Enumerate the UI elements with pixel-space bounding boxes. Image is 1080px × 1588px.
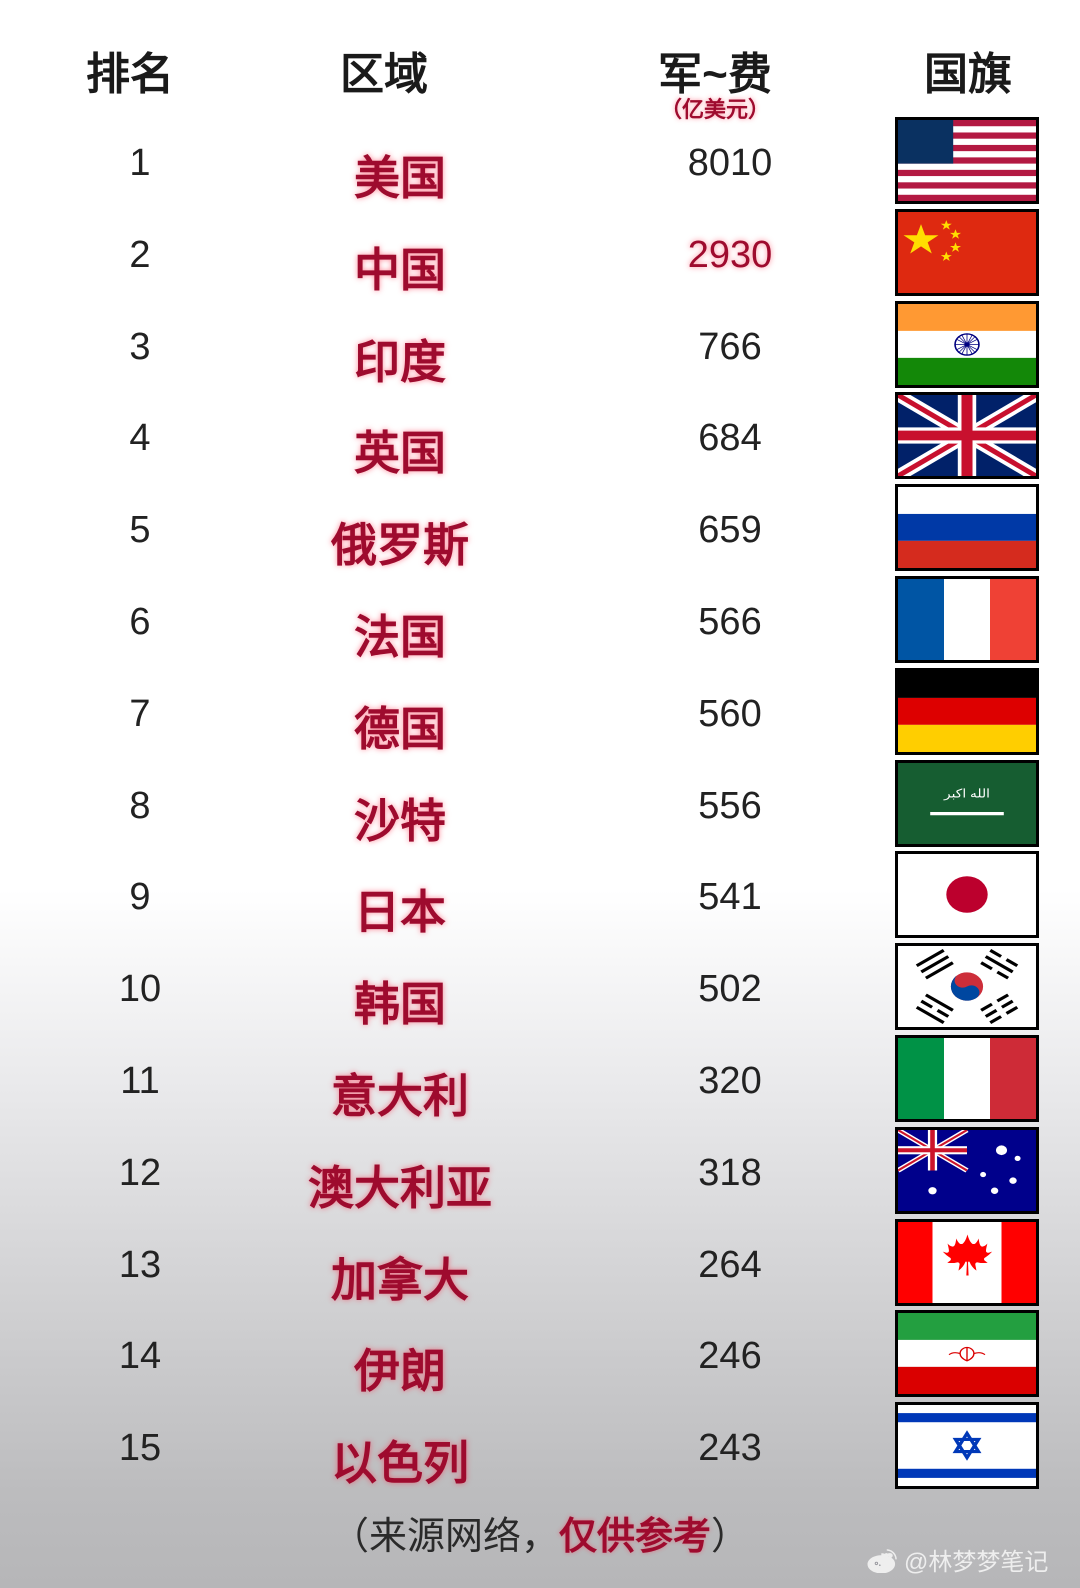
svg-text:الله اكبر: الله اكبر (943, 786, 990, 801)
